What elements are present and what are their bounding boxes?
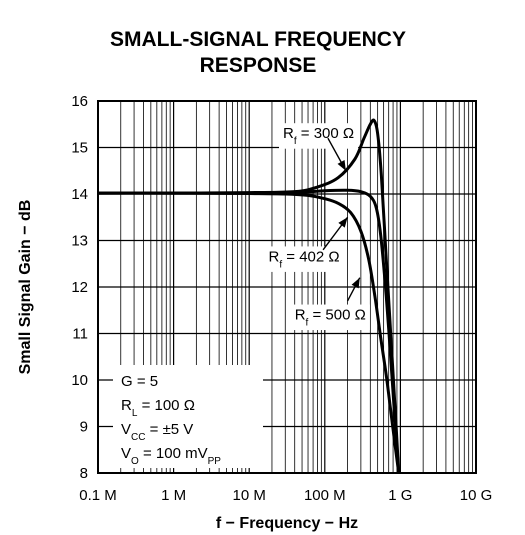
- chart-subtitle: RESPONSE: [200, 54, 317, 77]
- x-tick-label: 1 G: [388, 487, 412, 504]
- series-line: [97, 191, 401, 474]
- series-label: Rf = 402 Ω: [268, 248, 339, 270]
- conditions-bg: [113, 365, 263, 468]
- y-tick-label: 9: [80, 419, 88, 436]
- arrowhead: [351, 277, 360, 289]
- y-tick-label: 14: [71, 186, 88, 203]
- y-tick-label: 10: [71, 372, 88, 389]
- y-tick-label: 13: [71, 233, 88, 250]
- x-tick-label: 10 M: [233, 487, 266, 504]
- condition-line: VO = 100 mVPP: [121, 445, 221, 467]
- y-tick-label: 15: [71, 140, 88, 157]
- series-label: Rf = 300 Ω: [283, 125, 354, 147]
- y-tick-label: 16: [71, 93, 88, 110]
- chart-title: SMALL-SIGNAL FREQUENCY: [110, 28, 406, 51]
- series-lines: [97, 118, 401, 474]
- x-axis-label: f − Frequency − Hz: [216, 515, 358, 532]
- condition-line: G = 5: [121, 373, 158, 390]
- series-label-bg: [290, 304, 370, 331]
- condition-line: RL = 100 Ω: [121, 397, 195, 419]
- y-tick-label: 8: [80, 465, 88, 482]
- y-axis-label: Small Signal Gain − dB: [17, 200, 34, 375]
- x-tick-label: 0.1 M: [79, 487, 117, 504]
- arrowhead: [338, 217, 348, 228]
- x-tick-label: 1 M: [161, 487, 186, 504]
- x-tick-label: 100 M: [304, 487, 346, 504]
- tick-labels: 0.1 M 1 M 10 M 100 M 1 G 10 G 8 9 10 11 12 13 14 15 16: [71, 93, 492, 504]
- series-label-bg: [264, 246, 344, 272]
- series-label: Rf = 500 Ω: [295, 307, 366, 329]
- arrowhead: [337, 160, 346, 171]
- x-tick-label: 10 G: [460, 487, 493, 504]
- plot-frame: [97, 100, 477, 474]
- condition-line: VCC = ±5 V: [121, 421, 193, 443]
- annotations: Rf = 300 Ω Rf = 402 Ω Rf = 500 Ω: [264, 123, 370, 331]
- y-tick-label: 11: [72, 326, 88, 343]
- y-tick-label: 12: [71, 279, 88, 296]
- series-label-bg: [279, 123, 359, 149]
